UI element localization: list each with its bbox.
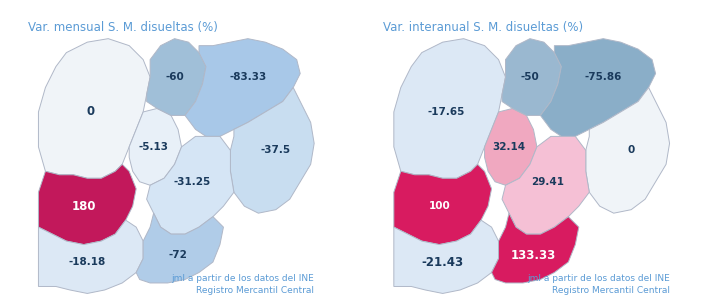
Text: 133.33: 133.33 [510,248,556,261]
Text: Var. mensual S. M. disueltas (%): Var. mensual S. M. disueltas (%) [28,21,218,34]
Polygon shape [502,39,561,115]
Text: 0: 0 [627,145,635,155]
Text: 29.41: 29.41 [531,177,564,187]
Text: -72: -72 [169,250,188,260]
Polygon shape [136,213,224,283]
Polygon shape [394,220,498,293]
Polygon shape [38,220,143,293]
Polygon shape [586,88,670,213]
Text: -75.86: -75.86 [585,72,622,82]
Polygon shape [540,39,656,136]
Polygon shape [185,39,300,136]
Text: -31.25: -31.25 [173,177,211,187]
Text: 180: 180 [72,200,96,213]
Text: -17.65: -17.65 [428,107,465,117]
Polygon shape [147,39,206,115]
Polygon shape [394,164,491,245]
Text: jml a partir de los datos del INE
Registro Mercantil Central: jml a partir de los datos del INE Regist… [527,275,670,295]
Polygon shape [502,136,589,234]
Polygon shape [147,136,234,234]
Text: -21.43: -21.43 [422,255,464,268]
Text: 100: 100 [428,201,450,211]
Polygon shape [491,213,579,283]
Polygon shape [230,88,314,213]
Polygon shape [38,39,150,178]
Text: Var. interanual S. M. disueltas (%): Var. interanual S. M. disueltas (%) [383,21,583,34]
Polygon shape [394,39,506,178]
Polygon shape [129,108,181,185]
Text: -60: -60 [165,72,184,82]
Text: -18.18: -18.18 [69,257,106,267]
Text: 32.14: 32.14 [493,142,525,152]
Polygon shape [38,164,136,245]
Text: -5.13: -5.13 [139,142,169,152]
Text: -83.33: -83.33 [229,72,266,82]
Polygon shape [484,108,537,185]
Text: 0: 0 [87,105,95,118]
Text: jml a partir de los datos del INE
Registro Mercantil Central: jml a partir de los datos del INE Regist… [171,275,314,295]
Text: -50: -50 [520,72,539,82]
Text: -37.5: -37.5 [261,145,291,155]
